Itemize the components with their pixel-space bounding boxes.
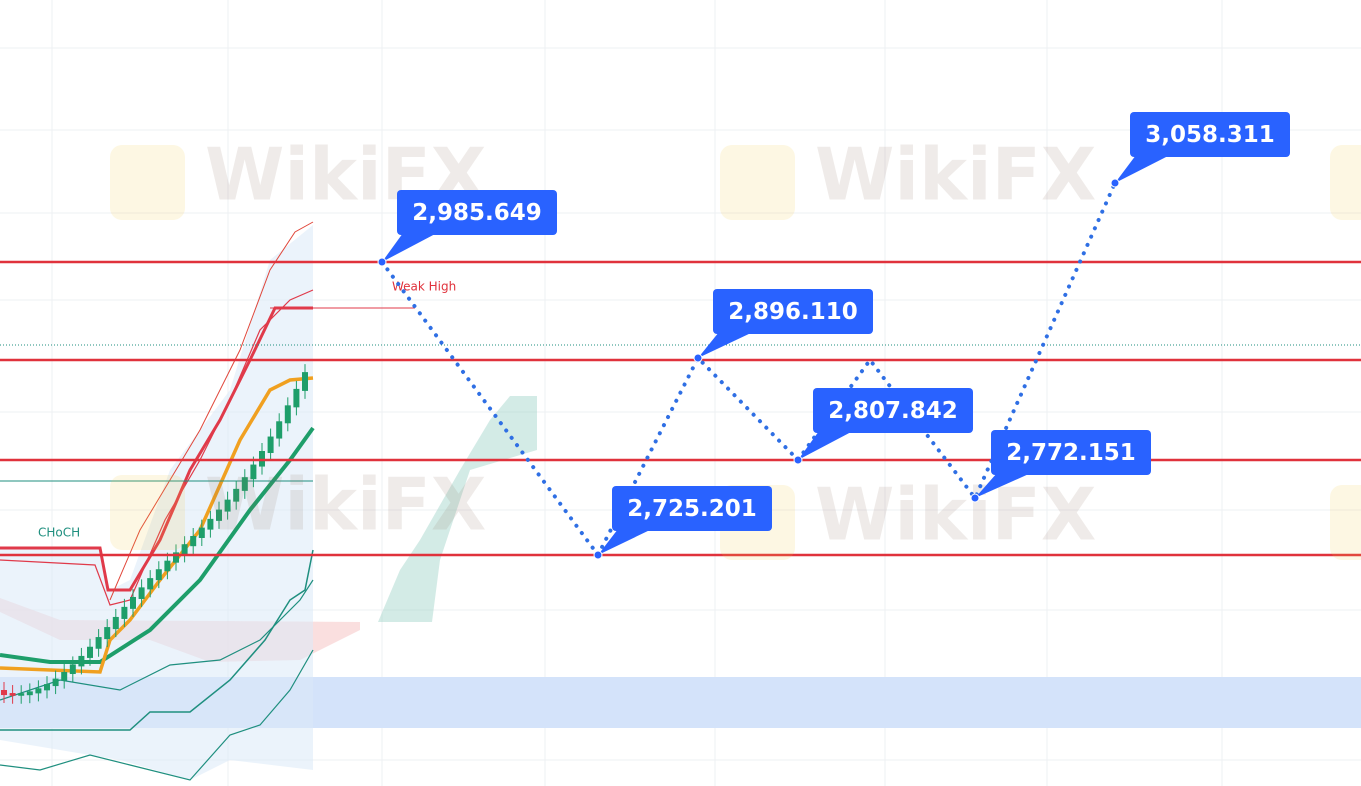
callout-box [813,388,973,433]
teal-line-3 [0,649,314,781]
candle-body [78,655,85,667]
candle-body [233,488,240,502]
candle-body [147,578,154,590]
candle-body [181,544,188,555]
callout-point [793,455,803,465]
red-thin [109,221,314,601]
band-fill [0,225,313,780]
candle-body [104,627,111,640]
callout-box [397,190,557,235]
candle-body [121,606,128,619]
callout-label: 2,772.151 [1006,440,1136,466]
callout-point [693,353,703,363]
candle-body [302,372,308,391]
upper-step [0,306,313,592]
callout-point [593,550,603,560]
candle-body [224,499,231,512]
candle-body [44,684,50,691]
cloud-green [378,396,537,622]
candle-body [216,509,222,521]
callout-point [970,493,980,503]
candle-body [284,405,291,424]
callout-box [1130,112,1290,157]
callout-label: 2,985.649 [412,200,542,226]
candle-body [95,637,102,649]
callout-label: 2,896.110 [728,299,858,325]
callout-tail [698,332,753,358]
watermark: WikiFX [815,473,1096,557]
watermarks: WikiFXWikiFXWikiFXWikiFXWikiFXWikiFX [110,133,1361,560]
candle-body [276,421,283,439]
watermark-logo [110,145,185,220]
candle-body [112,616,119,630]
candle-body [293,388,300,408]
candle-body [35,688,42,694]
candle-body [87,646,93,658]
callout-tail [798,431,853,460]
candle-body [198,527,205,538]
candle-body [9,693,16,696]
callout-tail [382,233,437,262]
watermark: WikiFX [205,463,486,547]
candle-body [61,672,68,681]
callout-point [377,257,387,267]
candle-body [207,518,214,530]
callout-point [1110,178,1120,188]
callout-tail [598,529,652,555]
candle-body [26,691,33,696]
watermark-logo [1330,485,1361,560]
candle-body [190,535,197,547]
weak-high-label: Weak High [392,280,456,294]
callout-tail [975,473,1031,498]
choch-label: CHoCH [38,526,80,540]
callout-box [612,486,772,531]
candle-body [18,693,25,696]
candle-body [69,664,76,675]
watermark: WikiFX [815,133,1096,217]
candle-body [52,678,59,687]
indicators [0,221,415,781]
candle-body [241,477,248,491]
watermark-logo [720,145,795,220]
teal-line [0,549,314,731]
callout-label: 2,725.201 [627,496,757,522]
callout-tail [1115,155,1170,183]
watermark-logo [1330,145,1361,220]
callout-box [713,289,873,334]
callout-label: 3,058.311 [1145,122,1275,148]
candle-body [155,569,162,581]
watermark-logo [110,475,185,550]
callout-label: 2,807.842 [828,398,958,424]
callout-box [991,430,1151,475]
candle-body [130,596,136,609]
candle-body [250,464,257,480]
ma-green [0,426,315,664]
callouts: 2,985.649 2,725.201 2,896.110 2,807.842 2,77… [377,112,1290,560]
teal-line-2 [0,579,314,701]
candle-body [1,690,7,696]
candle-body [164,560,171,572]
candle-body [267,436,274,454]
candles [1,364,308,704]
red-line [0,289,314,606]
candle-body [173,552,179,563]
candle-body [138,587,145,599]
